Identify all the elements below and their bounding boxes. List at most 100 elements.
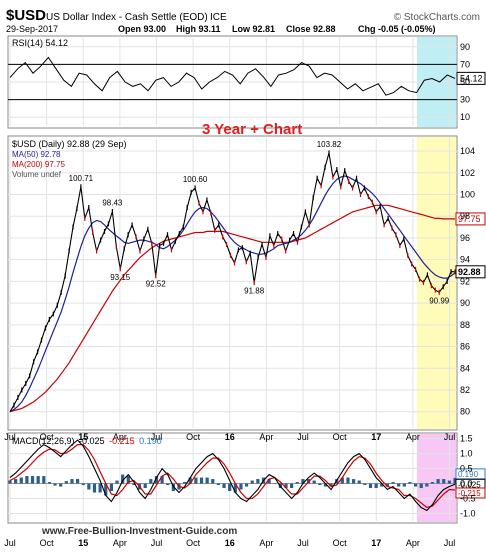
macd-x-tick-label: Jul	[4, 538, 16, 548]
macd-histogram-bar	[436, 479, 440, 484]
macd-histogram-bar	[318, 483, 322, 486]
ma200-value-box	[455, 212, 486, 226]
close-value-box	[455, 265, 486, 279]
macd-histogram-bar	[250, 480, 254, 484]
price-y-tick-label: 86	[460, 342, 470, 352]
macd-layer: 0.190-0.025-0.215	[8, 439, 486, 512]
peak-annotation: 103.82	[317, 140, 342, 149]
macd-histogram-bar	[171, 483, 175, 492]
macd-histogram-bar	[408, 482, 412, 484]
macd-histogram-bar	[346, 477, 350, 484]
price-x-tick-label: Apr	[113, 432, 127, 442]
macd-legend-text: MACD(12,26,9) -0.025 -0.215 0.190	[12, 436, 162, 446]
macd-x-tick-label: 16	[225, 538, 235, 548]
macd-histogram-bar	[273, 483, 277, 485]
macd-x-tick-label: 15	[78, 538, 88, 548]
close-label: Close 92.88	[286, 24, 336, 34]
macd-histogram-bar	[363, 483, 367, 486]
macd-histogram-bar	[199, 477, 204, 484]
macd-histogram-bar	[149, 479, 153, 484]
macd-histogram-bar	[374, 483, 378, 489]
price-highlight	[417, 137, 456, 429]
exchange-label: ICE	[210, 12, 227, 23]
price-x-tick-label: Oct	[333, 432, 348, 442]
macd-histogram-bar	[301, 479, 305, 484]
macd-y-tick-label: 0.5	[460, 464, 473, 474]
rsi-legend: RSI(14) 54.12	[12, 38, 68, 48]
price-y-tick-label: 104	[460, 146, 475, 156]
macd-histogram-bar	[233, 483, 237, 493]
macd-histogram-bar	[154, 476, 159, 484]
price-x-tick-label: Jul	[297, 432, 309, 442]
macd-histogram-bar	[340, 477, 344, 484]
overlay-title: 3 Year + Chart	[202, 121, 302, 138]
macd-histogram-bar	[216, 483, 221, 486]
macd-histogram-bar	[205, 477, 209, 484]
low-label: Low 92.81	[232, 24, 275, 34]
macd-histogram-bar	[228, 483, 232, 492]
macd-x-tick-label: Jul	[444, 538, 456, 548]
price-x-tick-label: Apr	[406, 432, 420, 442]
price-y-tick-label: 94	[460, 255, 470, 265]
macd-histogram-bar	[166, 483, 170, 486]
price-y-tick-label: 100	[460, 189, 475, 199]
macd-histogram-bar	[121, 474, 125, 484]
macd-histogram-bar	[126, 476, 130, 484]
price-x-tick-label: Jul	[444, 432, 456, 442]
macd-histogram-bar	[59, 483, 63, 487]
macd-histogram-bar	[188, 477, 192, 484]
macd-histogram-bar	[323, 483, 328, 487]
macd-histogram-bar	[222, 483, 226, 489]
rsi-line	[9, 56, 456, 96]
macd-value-label: 0.190	[458, 470, 479, 479]
macd-histogram-bar	[194, 477, 198, 484]
peak-annotation: 98.43	[102, 199, 123, 208]
macd-x-tick-label: Oct	[40, 538, 55, 548]
macd-histogram-bar	[132, 483, 136, 486]
price-x-tick-label: Oct	[40, 432, 55, 442]
macd-histogram-bar	[244, 483, 249, 487]
peak-annotation: 91.88	[244, 287, 265, 296]
macd-histogram-bar	[104, 483, 108, 496]
macd-histogram-bar	[256, 479, 260, 484]
price-y-tick-label: 98	[460, 211, 470, 221]
macd-y-tick-label: 0.0	[460, 479, 473, 489]
rsi-legend-text: RSI(14) 54.12	[12, 38, 68, 48]
price-x-tick-label: Oct	[186, 432, 201, 442]
macd-histogram-bar	[380, 483, 384, 487]
macd-histogram-bar	[30, 476, 35, 484]
macd-histogram-bar	[329, 483, 333, 487]
price-x-tick-label: 17	[371, 432, 381, 442]
macd-x-tick-label: Oct	[333, 538, 348, 548]
macd-value-box	[455, 487, 486, 499]
peak-annotation: 100.60	[183, 175, 208, 184]
macd-histogram-bar	[42, 476, 46, 484]
macd-line	[9, 439, 456, 512]
rsi-y-tick-label: 30	[460, 95, 470, 105]
symbol-label: $USD	[6, 7, 46, 24]
rsi-y-tick-label: 10	[460, 112, 470, 122]
high-label: High 93.11	[176, 24, 221, 34]
macd-histogram-bar	[352, 479, 356, 484]
change-label: Chg -0.05 (-0.05%)	[358, 24, 436, 34]
macd-histogram-bar	[211, 479, 215, 484]
macd-value-label: -0.025	[458, 480, 481, 489]
macd-legend-value: -0.025	[79, 436, 105, 446]
macd-histogram-bar	[25, 476, 29, 484]
date-label: 29-Sep-2017	[6, 24, 58, 34]
macd-histogram-bar	[160, 476, 164, 484]
macd-histogram-bar	[14, 479, 18, 484]
macd-x-tick-label: Apr	[259, 538, 273, 548]
ma200-value: 97.75	[458, 214, 481, 224]
macd-legend-hist: 0.190	[139, 436, 162, 446]
macd-histogram-bar	[442, 479, 446, 484]
macd-y-tick-label: 1.0	[460, 449, 473, 459]
rsi-last-value: 54.12	[460, 73, 483, 83]
macd-histogram-bar	[447, 480, 451, 484]
price-y-tick-label: 102	[460, 168, 475, 178]
macd-x-tick-label: Jul	[297, 538, 309, 548]
macd-x-tick-label: 17	[371, 538, 381, 548]
macd-histogram-bar	[430, 482, 435, 484]
open-label: Open 93.00	[118, 24, 166, 34]
